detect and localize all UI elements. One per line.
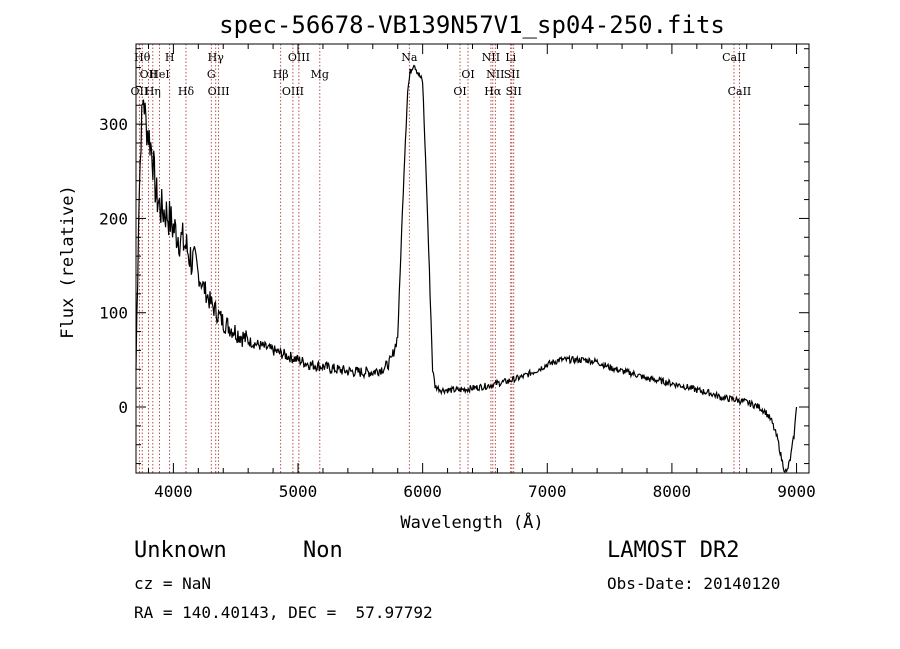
plot-frame [135,43,810,474]
x-axis-ticks: 4000 5000 6000 7000 8000 9000 [147,44,816,501]
x-tick-label-0: 4000 [154,482,193,501]
spectrum-line [135,64,798,473]
marker-label-10: Hβ [273,68,289,81]
marker-label-24: CaII [728,85,752,98]
marker-label-11: OIII [282,85,304,98]
marker-label-0: Hθ [134,51,151,64]
y-tick-label-3: 300 [99,115,128,134]
line-markers [138,44,740,473]
marker-label-23: CaII [722,51,746,64]
marker-label-18: Hα [484,85,502,98]
y-axis-label: Flux (relative) [58,185,78,339]
chart-title: spec-56678-VB139N57V1_sp04-250.fits [219,11,725,39]
y-tick-label-1: 100 [99,304,128,323]
marker-label-1: OII [131,85,149,98]
x-tick-label-5: 9000 [777,482,816,501]
y-tick-label-2: 200 [99,209,128,228]
marker-label-2: OII [140,68,158,81]
marker-label-3: Hη [145,85,161,98]
survey-name: LAMOST DR2 [607,538,740,563]
marker-label-20: Li [505,51,516,64]
x-tick-label-2: 6000 [403,482,442,501]
marker-label-15: OI [453,85,466,98]
obs-date: Obs-Date: 20140120 [607,574,781,593]
marker-label-14: Na [401,51,418,64]
redshift-cz: cz = NaN [134,574,212,593]
marker-label-13: Mg [311,68,329,81]
marker-label-17: NII [482,51,500,64]
marker-label-4: HeI [149,68,169,81]
marker-label-6: Hδ [178,85,195,98]
x-tick-label-4: 8000 [653,482,692,501]
object-class: Unknown [134,538,227,563]
marker-label-16: OI [461,68,474,81]
marker-label-5: H [165,51,175,64]
marker-label-19: NII [486,68,504,81]
x-tick-label-1: 5000 [279,482,318,501]
y-tick-label-0: 0 [118,398,128,417]
marker-label-22: SII [506,85,522,98]
x-axis-label: Wavelength (Å) [400,511,543,533]
y-axis-ticks: 0 100 200 300 [99,48,809,465]
marker-label-12: OIII [288,51,310,64]
x-tick-label-3: 7000 [528,482,567,501]
line-marker-labels: HθOIIOIIHηHeIHHδGHγOIIIHβOIIIOIIIMgNaOIO… [131,51,752,98]
object-subclass: Non [303,538,343,563]
marker-label-7: G [207,68,216,81]
marker-label-21: SII [504,68,520,81]
marker-label-9: OIII [208,85,230,98]
marker-label-8: Hγ [208,51,225,64]
ra-dec: RA = 140.40143, DEC = 57.97792 [134,603,433,622]
